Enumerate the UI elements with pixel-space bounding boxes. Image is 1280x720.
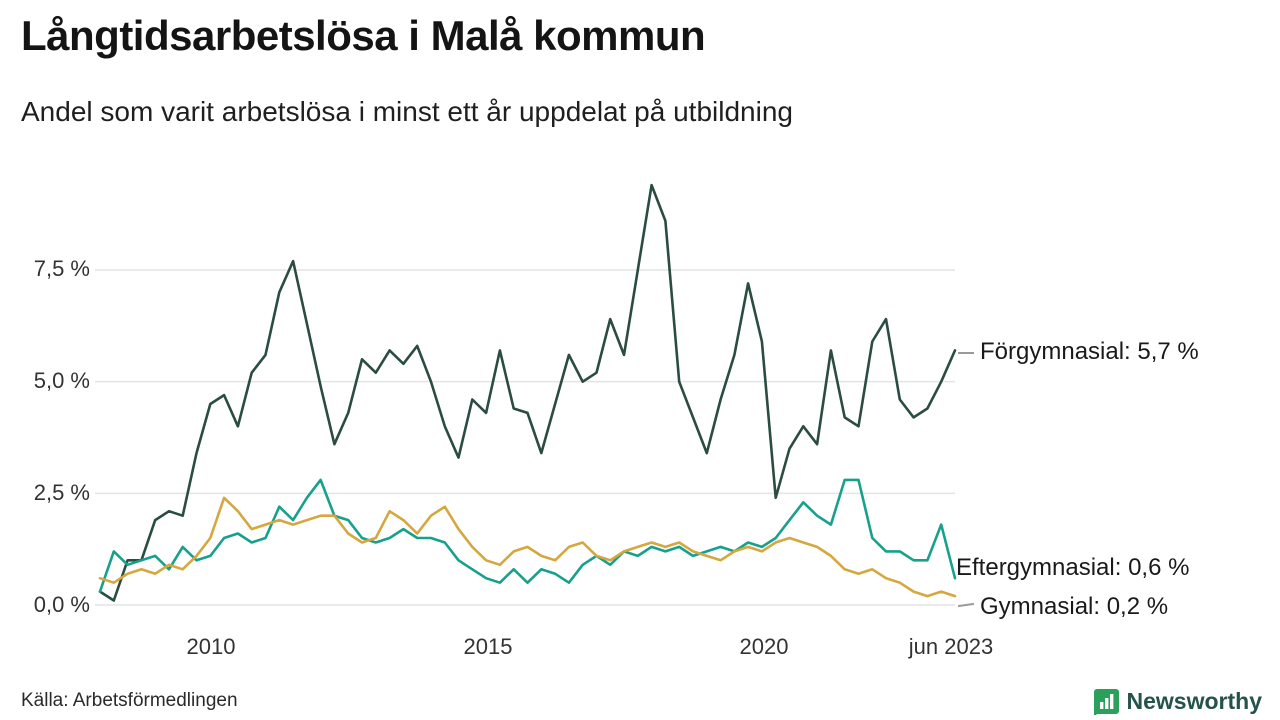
y-tick-2-5: 2,5 % <box>33 480 90 505</box>
y-tick-0-0: 0,0 % <box>33 592 90 617</box>
brand-name: Newsworthy <box>1126 688 1262 714</box>
plot-svg <box>95 183 957 606</box>
y-tick-7-5: 7,5 % <box>33 256 90 281</box>
series-label-forgymnasial: Förgymnasial: 5,7 % <box>980 338 1199 365</box>
plot-area <box>95 160 960 630</box>
series-label-eftergymnasial: Eftergymnasial: 0,6 % <box>956 554 1190 581</box>
brand-lockup: Newsworthy <box>1093 688 1262 715</box>
x-tick-2015: 2015 <box>463 634 513 659</box>
x-tick-2010: 2010 <box>186 634 236 659</box>
y-tick-5-0: 5,0 % <box>33 368 90 393</box>
label-connector-forgymnasial <box>958 352 974 354</box>
newsworthy-logo-icon <box>1093 688 1120 715</box>
source-text: Källa: Arbetsförmedlingen <box>21 690 238 711</box>
label-connector-gymnasial <box>957 602 975 608</box>
page-title: Långtidsarbetslösa i Malå kommun <box>21 12 706 59</box>
x-tick-2020: 2020 <box>739 634 789 659</box>
page-subtitle: Andel som varit arbetslösa i minst ett å… <box>21 96 793 127</box>
x-tick-jun-2023: jun 2023 <box>908 634 994 659</box>
series-label-gymnasial: Gymnasial: 0,2 % <box>980 593 1169 620</box>
